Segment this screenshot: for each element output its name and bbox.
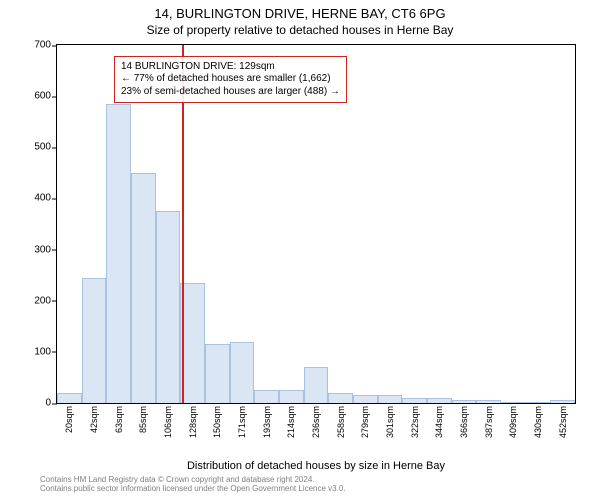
- histogram-bar: [180, 283, 205, 403]
- histogram-bar: [476, 400, 501, 403]
- histogram-bar: [230, 342, 255, 403]
- histogram-bar: [57, 393, 82, 403]
- histogram-bar: [156, 211, 181, 403]
- histogram-bar: [279, 390, 304, 403]
- histogram-bar: [304, 367, 329, 403]
- annotation-line: 23% of semi-detached houses are larger (…: [121, 86, 340, 99]
- histogram-chart: 010020030040050060070020sqm42sqm63sqm85s…: [56, 44, 576, 404]
- x-tick: 42sqm: [89, 406, 99, 433]
- x-axis-label: Distribution of detached houses by size …: [56, 460, 576, 472]
- histogram-bar: [353, 395, 378, 403]
- histogram-bar: [131, 173, 156, 403]
- x-tick: 409sqm: [508, 406, 518, 438]
- annotation-line: ← 77% of detached houses are smaller (1,…: [121, 73, 340, 86]
- histogram-bar: [550, 400, 575, 403]
- x-tick: 322sqm: [410, 406, 420, 438]
- x-tick: 344sqm: [434, 406, 444, 438]
- page-subtitle: Size of property relative to detached ho…: [0, 21, 600, 41]
- x-tick: 387sqm: [484, 406, 494, 438]
- footer-line-2: Contains public sector information licen…: [40, 484, 346, 494]
- y-tick: 300: [17, 244, 51, 255]
- histogram-bar: [82, 278, 107, 403]
- page-title: 14, BURLINGTON DRIVE, HERNE BAY, CT6 6PG: [0, 0, 600, 21]
- annotation-line: 14 BURLINGTON DRIVE: 129sqm: [121, 61, 340, 74]
- histogram-bar: [501, 402, 526, 403]
- y-tick: 0: [17, 398, 51, 409]
- x-tick: 63sqm: [114, 406, 124, 433]
- x-tick: 258sqm: [336, 406, 346, 438]
- x-tick: 452sqm: [558, 406, 568, 438]
- histogram-bar: [526, 402, 551, 403]
- histogram-bar: [452, 400, 477, 403]
- histogram-bar: [427, 398, 452, 403]
- histogram-bar: [402, 398, 427, 403]
- y-tick: 700: [17, 40, 51, 51]
- footer-line-1: Contains HM Land Registry data © Crown c…: [40, 475, 346, 485]
- histogram-bar: [106, 104, 131, 403]
- y-tick: 500: [17, 142, 51, 153]
- x-tick: 20sqm: [64, 406, 74, 433]
- x-tick: 193sqm: [262, 406, 272, 438]
- x-tick: 430sqm: [533, 406, 543, 438]
- x-tick: 214sqm: [286, 406, 296, 438]
- x-tick: 106sqm: [163, 406, 173, 438]
- y-tick: 400: [17, 193, 51, 204]
- x-tick: 236sqm: [311, 406, 321, 438]
- x-tick: 150sqm: [212, 406, 222, 438]
- y-tick: 600: [17, 91, 51, 102]
- x-tick: 171sqm: [237, 406, 247, 438]
- x-tick: 128sqm: [188, 406, 198, 438]
- x-tick: 85sqm: [138, 406, 148, 433]
- x-tick: 366sqm: [459, 406, 469, 438]
- histogram-bar: [378, 395, 403, 403]
- x-tick: 279sqm: [360, 406, 370, 438]
- histogram-bar: [328, 393, 353, 403]
- y-tick: 200: [17, 295, 51, 306]
- annotation-box: 14 BURLINGTON DRIVE: 129sqm← 77% of deta…: [114, 56, 347, 104]
- y-tick: 100: [17, 346, 51, 357]
- histogram-bar: [254, 390, 279, 403]
- x-tick: 301sqm: [385, 406, 395, 438]
- footer-attribution: Contains HM Land Registry data © Crown c…: [40, 475, 346, 494]
- histogram-bar: [205, 344, 230, 403]
